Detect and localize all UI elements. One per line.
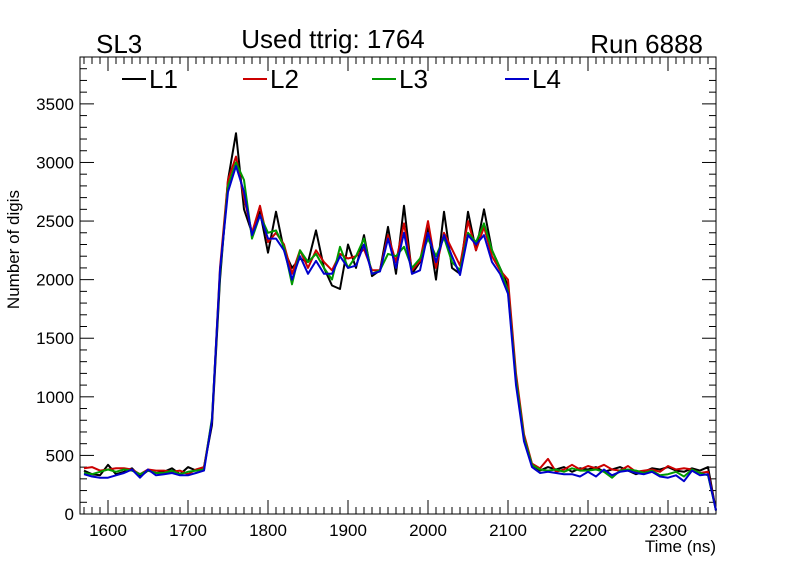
series-line-l2 xyxy=(83,155,717,511)
axis-ticks xyxy=(80,56,717,515)
corner-left-label: SL3 xyxy=(96,29,142,59)
series-lines xyxy=(83,132,717,511)
legend-label-l1: L1 xyxy=(149,64,178,94)
y-tick-label: 1000 xyxy=(36,388,74,407)
y-tick-labels: 0 500 1000 1500 2000 2500 3000 3500 xyxy=(36,95,74,524)
legend: L1 L2 L3 L4 xyxy=(122,64,561,94)
x-tick-label: 2300 xyxy=(649,521,687,540)
y-tick-label: 0 xyxy=(65,505,74,524)
y-tick-label: 3000 xyxy=(36,153,74,172)
x-tick-labels: 1600 1700 1800 1900 2000 2100 2200 2300 xyxy=(89,521,687,540)
series-line-l3 xyxy=(83,161,717,511)
x-tick-label: 1900 xyxy=(329,521,367,540)
y-tick-label: 500 xyxy=(46,446,74,465)
x-tick-label: 1600 xyxy=(89,521,127,540)
corner-right-label: Run 6888 xyxy=(590,29,703,59)
y-axis-title: Number of digis xyxy=(4,190,23,309)
x-tick-label: 2200 xyxy=(569,521,607,540)
x-tick-label: 1700 xyxy=(169,521,207,540)
y-tick-label: 3500 xyxy=(36,95,74,114)
y-tick-label: 2500 xyxy=(36,212,74,231)
series-line-l1 xyxy=(83,132,717,511)
plot-frame xyxy=(79,56,717,515)
series-line-l4 xyxy=(83,165,717,511)
x-tick-label: 2100 xyxy=(489,521,527,540)
legend-label-l2: L2 xyxy=(270,64,299,94)
legend-label-l4: L4 xyxy=(532,64,561,94)
x-axis-title: Time (ns) xyxy=(645,537,716,556)
x-tick-label: 2000 xyxy=(409,521,447,540)
y-tick-label: 2000 xyxy=(36,271,74,290)
chart-title: Used ttrig: 1764 xyxy=(241,24,425,54)
x-tick-label: 1800 xyxy=(249,521,287,540)
y-tick-label: 1500 xyxy=(36,329,74,348)
legend-label-l3: L3 xyxy=(399,64,428,94)
